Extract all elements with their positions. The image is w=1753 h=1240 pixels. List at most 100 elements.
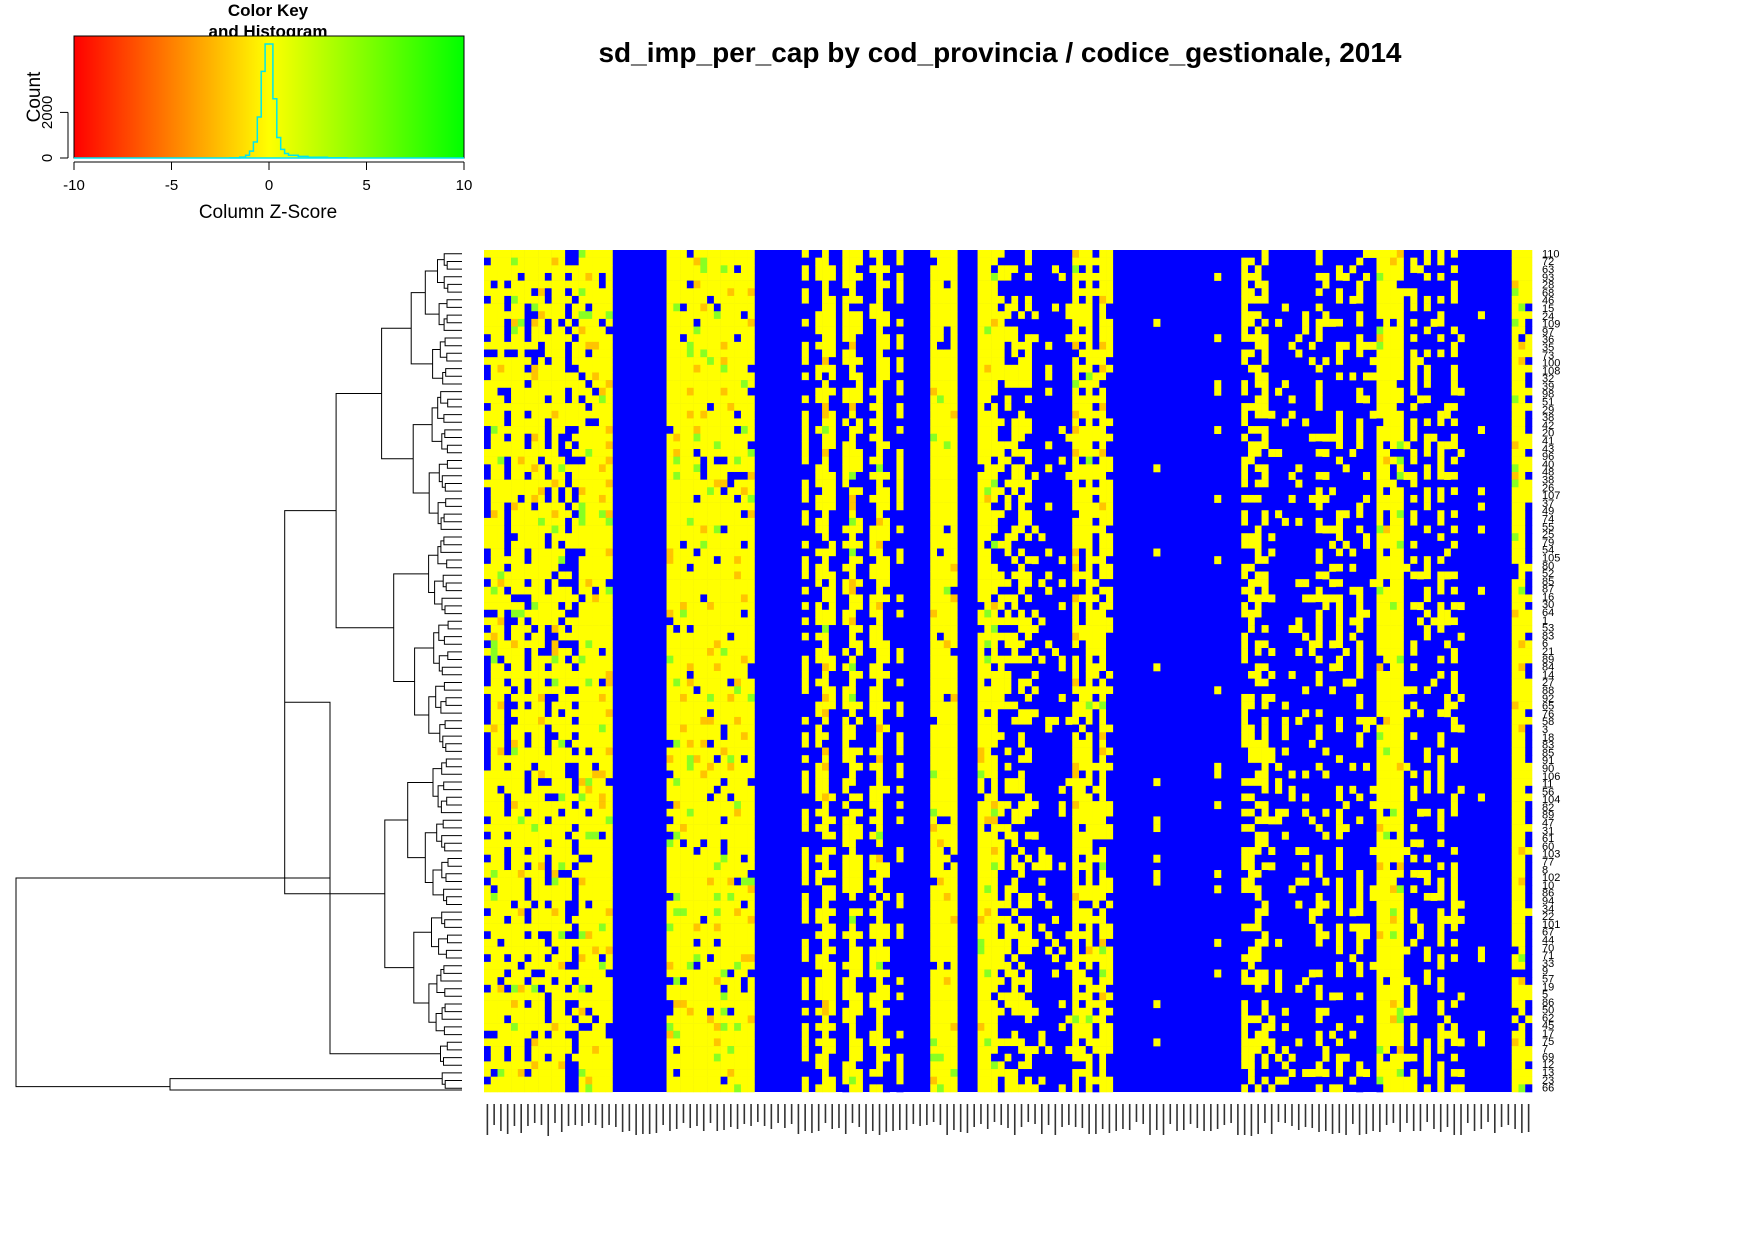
heatmap-cell bbox=[815, 655, 823, 664]
heatmap-cell bbox=[815, 288, 823, 297]
heatmap-cell bbox=[686, 831, 694, 840]
dendrogram-branch bbox=[440, 391, 462, 404]
heatmap-cell bbox=[734, 709, 742, 718]
heatmap-cell bbox=[727, 632, 735, 641]
heatmap-cell bbox=[605, 571, 613, 580]
heatmap-cell bbox=[571, 479, 579, 488]
heatmap-cell bbox=[585, 655, 593, 664]
heatmap-cell bbox=[828, 693, 836, 702]
heatmap-cell bbox=[558, 318, 566, 327]
heatmap-cell bbox=[517, 954, 525, 963]
heatmap-cell bbox=[869, 808, 877, 817]
heatmap-cell bbox=[876, 609, 884, 618]
heatmap-cell bbox=[801, 831, 809, 840]
heatmap-cell bbox=[720, 403, 728, 412]
heatmap-cell bbox=[605, 778, 613, 787]
heatmap-cell bbox=[740, 617, 748, 626]
heatmap-cell bbox=[734, 494, 742, 503]
heatmap-cell bbox=[497, 931, 505, 940]
heatmap-cell bbox=[497, 954, 505, 963]
heatmap-cell bbox=[605, 311, 613, 320]
heatmap-cell bbox=[740, 755, 748, 764]
heatmap-cell bbox=[828, 915, 836, 924]
heatmap-cell bbox=[896, 540, 904, 549]
heatmap-cell bbox=[693, 303, 701, 312]
heatmap-cell bbox=[558, 487, 566, 496]
heatmap-cell bbox=[747, 433, 755, 442]
heatmap-cell bbox=[855, 862, 863, 871]
heatmap-cell bbox=[930, 1076, 938, 1085]
heatmap-cell bbox=[720, 785, 728, 794]
heatmap-cell bbox=[490, 1023, 498, 1032]
heatmap-cell bbox=[822, 1015, 830, 1024]
heatmap-cell bbox=[497, 892, 505, 901]
heatmap-cell bbox=[842, 441, 850, 450]
heatmap-cell bbox=[713, 517, 721, 526]
heatmap-cell bbox=[828, 1023, 836, 1032]
heatmap-cell bbox=[484, 571, 492, 580]
heatmap-cell bbox=[693, 961, 701, 970]
heatmap-cell bbox=[578, 1061, 586, 1070]
heatmap-cell bbox=[497, 288, 505, 297]
heatmap-cell bbox=[822, 1030, 830, 1039]
heatmap-cell bbox=[734, 923, 742, 932]
heatmap-cell bbox=[686, 540, 694, 549]
heatmap-cell bbox=[882, 533, 890, 542]
heatmap-cell bbox=[815, 579, 823, 588]
heatmap-cell bbox=[849, 403, 857, 412]
heatmap-cell bbox=[538, 663, 546, 672]
heatmap-cell bbox=[571, 349, 579, 358]
heatmap-cell bbox=[713, 594, 721, 603]
heatmap-cell bbox=[544, 831, 552, 840]
heatmap-cell bbox=[700, 502, 708, 511]
heatmap-cell bbox=[592, 548, 600, 557]
heatmap-cell bbox=[882, 1053, 890, 1062]
heatmap-cell bbox=[484, 977, 492, 986]
heatmap-cell bbox=[497, 602, 505, 611]
heatmap-cell bbox=[544, 931, 552, 940]
heatmap-cell bbox=[517, 602, 525, 611]
heatmap-cell bbox=[571, 311, 579, 320]
heatmap-cell bbox=[801, 847, 809, 855]
heatmap-cell bbox=[571, 632, 579, 641]
heatmap-cell bbox=[598, 663, 606, 672]
heatmap-cell bbox=[605, 954, 613, 963]
heatmap-cell bbox=[673, 892, 681, 901]
heatmap-cell bbox=[571, 441, 579, 450]
heatmap-cell bbox=[822, 250, 830, 258]
heatmap-cell bbox=[544, 977, 552, 986]
heatmap-cell bbox=[484, 632, 492, 641]
heatmap-cell bbox=[828, 671, 836, 679]
heatmap-cell bbox=[720, 250, 728, 258]
heatmap-cell bbox=[855, 502, 863, 511]
heatmap-cell bbox=[896, 885, 904, 894]
heatmap-cell bbox=[869, 602, 877, 611]
heatmap-cell bbox=[504, 778, 512, 787]
heatmap-cell bbox=[680, 1069, 688, 1077]
heatmap-cell bbox=[598, 257, 606, 266]
heatmap-cell bbox=[585, 372, 593, 381]
heatmap-cell bbox=[484, 1076, 492, 1085]
heatmap-cell bbox=[707, 295, 715, 304]
heatmap-cell bbox=[598, 992, 606, 1001]
heatmap-cell bbox=[882, 984, 890, 993]
heatmap-cell bbox=[497, 441, 505, 450]
heatmap-cell bbox=[930, 885, 938, 894]
heatmap-cell bbox=[740, 449, 748, 457]
heatmap-cell bbox=[585, 839, 593, 848]
heatmap-cell bbox=[504, 617, 512, 626]
heatmap-cell bbox=[869, 579, 877, 588]
heatmap-cell bbox=[740, 1046, 748, 1055]
heatmap-cell bbox=[544, 900, 552, 909]
color-key-title-line1: Color Key bbox=[228, 1, 309, 20]
heatmap-cell bbox=[585, 862, 593, 871]
heatmap-cell bbox=[713, 1007, 721, 1016]
heatmap-cell bbox=[727, 1007, 735, 1016]
heatmap-cell bbox=[680, 701, 688, 710]
heatmap-cell bbox=[734, 265, 742, 274]
heatmap-cell bbox=[869, 831, 877, 840]
heatmap-cell bbox=[869, 770, 877, 779]
heatmap-cell bbox=[571, 594, 579, 603]
heatmap-cell bbox=[497, 686, 505, 695]
heatmap-cell bbox=[484, 709, 492, 718]
